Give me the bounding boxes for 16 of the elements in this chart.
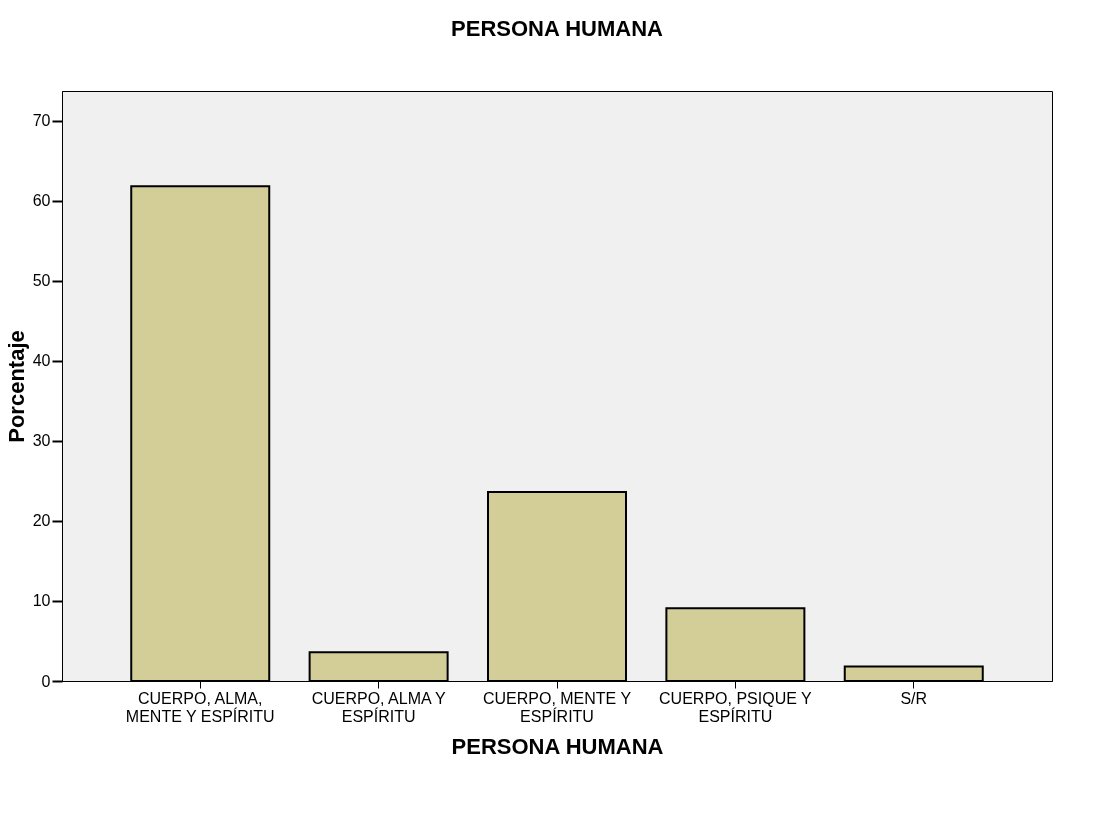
y-tick-label: 60	[32, 192, 51, 210]
y-tick-label: 70	[32, 112, 51, 130]
y-tick-label: 0	[41, 672, 51, 690]
x-tick-label: S/R	[900, 689, 928, 707]
x-tick-label: CUERPO, ALMA, MENTE Y ESPÍRITU	[125, 689, 275, 725]
x-axis-title: PERSONA HUMANA	[451, 733, 664, 759]
chart-title: PERSONA HUMANA	[451, 16, 664, 41]
y-tick-label: 20	[32, 512, 51, 530]
x-tick-label: CUERPO, ALMA Y ESPÍRITU	[311, 689, 446, 725]
y-tick-label: 40	[32, 352, 51, 370]
y-tick-label: 50	[32, 272, 51, 290]
y-tick-label: 10	[32, 592, 51, 610]
x-tick-label: CUERPO, PSIQUE Y ESPÍRITU	[659, 689, 813, 725]
x-tick-label: CUERPO, MENTE Y ESPÍRITU	[482, 689, 632, 725]
y-axis-title: Porcentaje	[3, 330, 29, 443]
y-tick-label: 30	[32, 432, 51, 450]
